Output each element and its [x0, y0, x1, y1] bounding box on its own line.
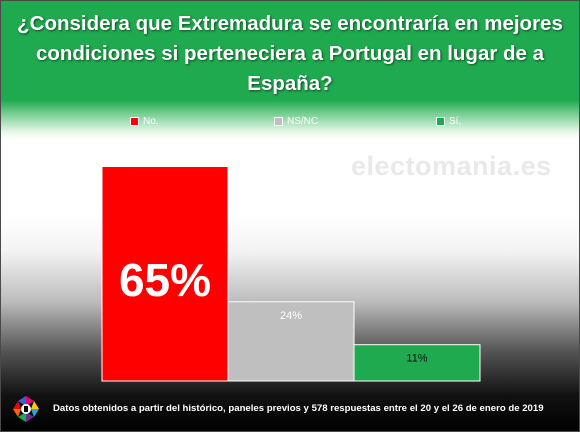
bar-nsnc	[227, 301, 355, 382]
legend-swatch-no	[130, 116, 139, 126]
legend-item-si: Sí.	[436, 114, 461, 128]
watermark: electomania.es	[351, 151, 552, 181]
bar-no	[101, 166, 229, 382]
title-banner: ¿Considera que Extremadura se encontrarí…	[1, 1, 579, 100]
legend-band	[1, 100, 579, 140]
legend-swatch-nsnc	[274, 116, 283, 126]
legend-label-si: Sí.	[449, 115, 462, 127]
legend-label-no: No.	[143, 115, 159, 127]
data-label-si: 11%	[406, 353, 427, 365]
electomania-logo-icon	[13, 396, 39, 422]
footer-note: Datos obtenidos a partir del histórico, …	[53, 403, 544, 414]
data-label-nsnc: 24%	[280, 310, 302, 322]
legend-swatch-si	[436, 116, 445, 126]
footer: Datos obtenidos a partir del histórico, …	[1, 391, 579, 431]
legend-label-nsnc: NS/NC	[287, 115, 319, 127]
data-label-no: 65%	[119, 254, 211, 306]
chart-title: ¿Considera que Extremadura se encontrarí…	[17, 12, 563, 95]
legend-item-no: No.	[130, 114, 159, 128]
bar-si	[353, 344, 481, 382]
legend-item-nsnc: NS/NC	[274, 114, 318, 128]
